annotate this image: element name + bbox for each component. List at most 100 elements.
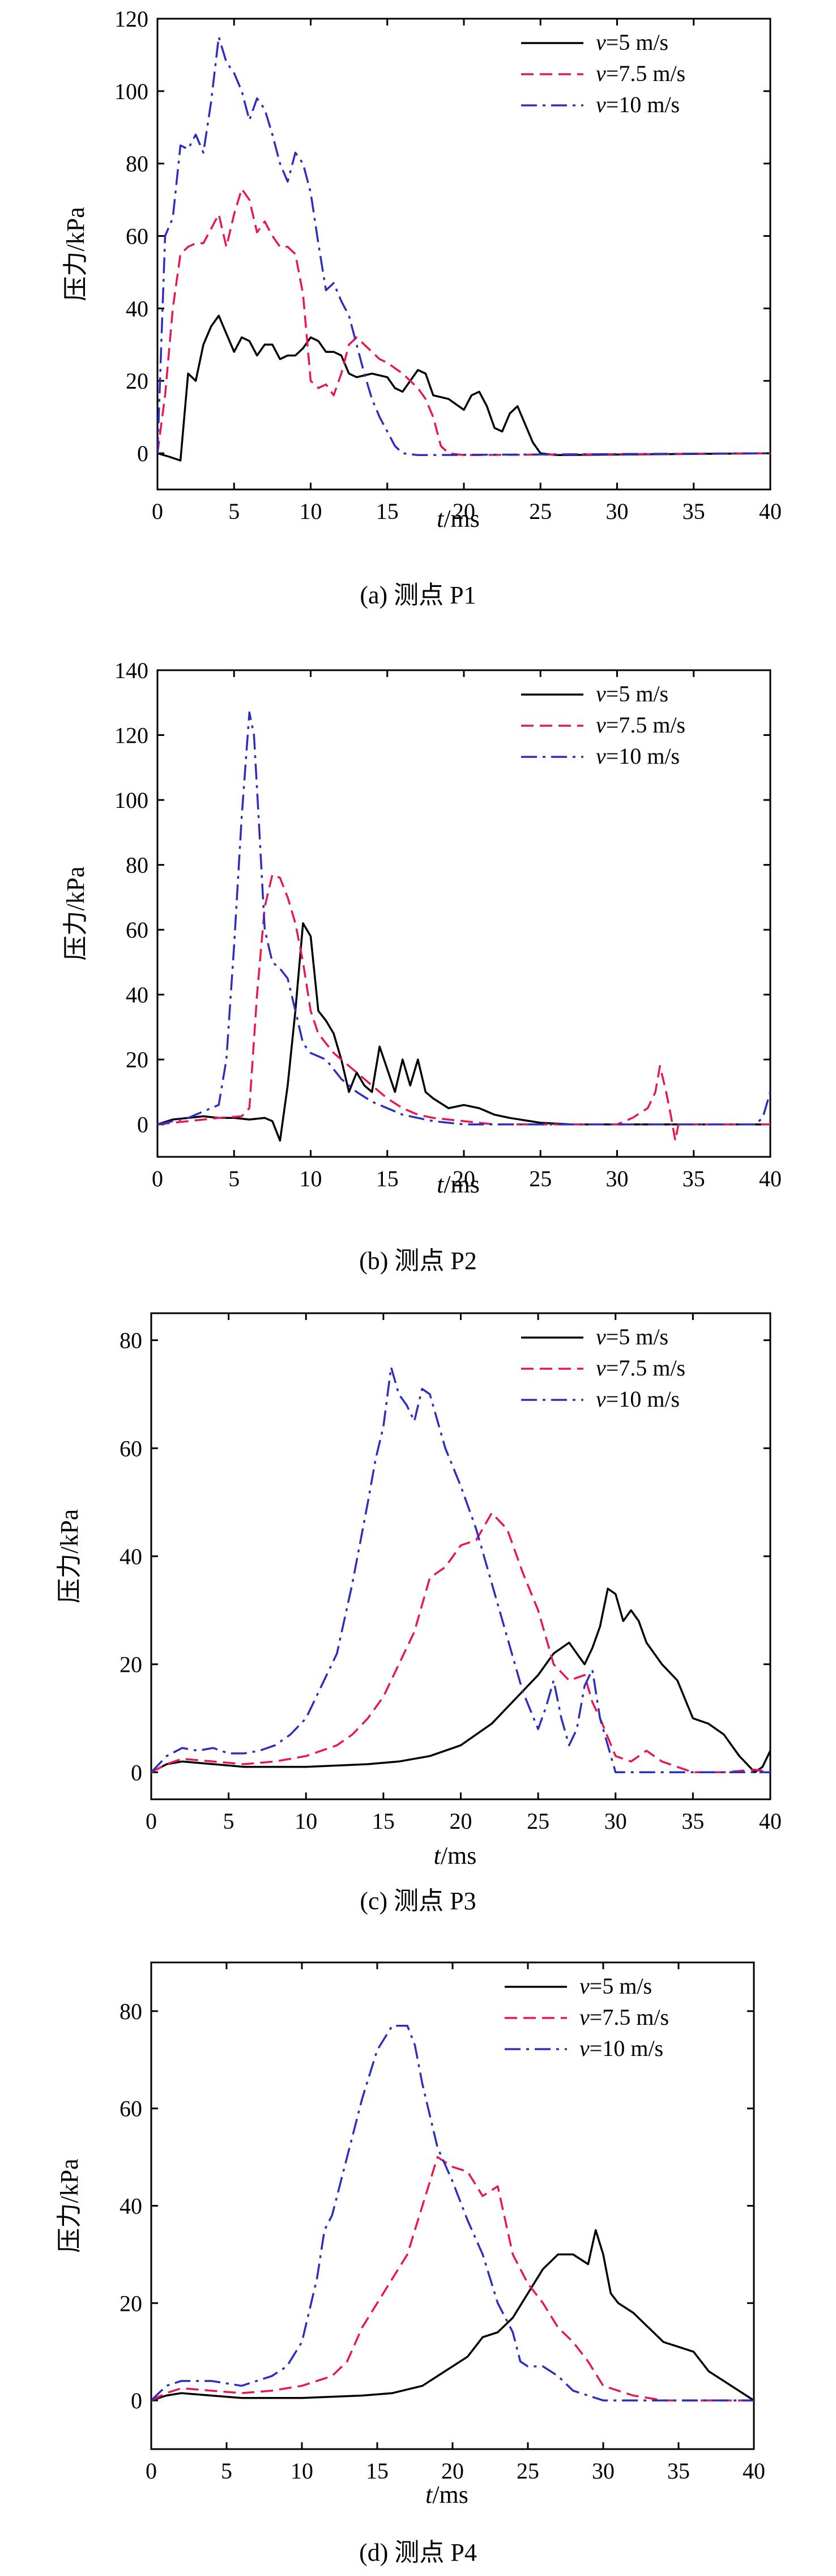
y-tick-label: 0 — [131, 1760, 142, 1785]
series-line-3 — [157, 711, 770, 1126]
x-tick-label: 10 — [300, 1166, 322, 1191]
series-line-3 — [151, 1366, 770, 1774]
y-tick-label: 60 — [126, 917, 148, 943]
x-tick-label: 10 — [295, 1808, 317, 1834]
x-tick-label: 20 — [453, 499, 475, 524]
x-tick-label: 20 — [453, 1166, 475, 1191]
x-tick-label: 0 — [146, 1808, 157, 1834]
x-tick-label: 35 — [683, 1166, 705, 1191]
x-tick-label: 30 — [606, 499, 629, 524]
series-line-1 — [151, 1587, 770, 1774]
x-tick-label: 25 — [517, 2458, 539, 2484]
x-tick-label: 15 — [376, 499, 399, 524]
y-tick-label: 120 — [114, 723, 148, 748]
plot-frame — [156, 18, 771, 491]
series-line-2 — [157, 874, 770, 1142]
x-tick-label: 5 — [223, 1808, 234, 1834]
y-tick-label: 80 — [120, 1328, 142, 1353]
series-line-2 — [157, 188, 770, 457]
x-tick-label: 30 — [592, 2458, 615, 2484]
series-line-1 — [151, 2229, 754, 2402]
legend-entry: v=10 m/s — [579, 2036, 663, 2061]
legend-entry: v=5 m/s — [596, 1324, 668, 1349]
y-tick-label: 120 — [114, 6, 148, 32]
legend-entry: v=7.5 m/s — [596, 712, 685, 738]
y-tick-label: 0 — [137, 441, 148, 466]
x-tick-label: 0 — [146, 2458, 157, 2484]
y-tick-label: 80 — [126, 151, 148, 177]
x-axis-label: t/ms — [437, 1170, 480, 1198]
x-tick-label: 20 — [450, 1808, 472, 1834]
chart-panel-2: 0 5 10 15 20 25 30 35 40 0 20 40 60 80 100 120 140 t/ms 压力… — [62, 658, 782, 1275]
plot-frame — [150, 1961, 755, 2450]
x-tick-label: 15 — [372, 1808, 395, 1834]
x-tick-label: 15 — [366, 2458, 389, 2484]
y-tick-label: 60 — [126, 224, 148, 249]
x-tick-label: 40 — [759, 499, 782, 524]
x-tick-label: 35 — [683, 499, 705, 524]
x-tick-label: 5 — [221, 2458, 232, 2484]
y-tick-label: 60 — [120, 1436, 142, 1461]
series-line-1 — [157, 922, 770, 1142]
x-tick-label: 0 — [152, 499, 163, 524]
y-tick-label: 0 — [131, 2388, 142, 2413]
x-tick-label: 20 — [441, 2458, 464, 2484]
x-tick-label: 40 — [759, 1808, 782, 1834]
series-line-2 — [151, 1511, 770, 1774]
x-tick-label: 10 — [300, 499, 322, 524]
x-tick-label: 25 — [527, 1808, 549, 1834]
panel-caption: (d) 测点 P4 — [359, 2539, 477, 2566]
y-axis-label: 压力/kPa — [62, 866, 89, 960]
y-tick-label: 80 — [126, 853, 148, 878]
x-tick-label: 25 — [529, 1166, 552, 1191]
legend-entry: v=10 m/s — [596, 92, 680, 117]
y-tick-label: 40 — [126, 982, 148, 1008]
panel-caption: (b) 测点 P2 — [359, 1247, 477, 1275]
y-tick-label: 40 — [126, 296, 148, 321]
legend-entry: v=5 m/s — [596, 29, 668, 55]
x-tick-label: 40 — [743, 2458, 765, 2484]
legend-entry: v=7.5 m/s — [596, 61, 685, 86]
x-axis-label: t/ms — [434, 1842, 477, 1870]
y-tick-label: 100 — [114, 79, 148, 104]
legend-entry: v=7.5 m/s — [596, 1355, 685, 1381]
y-tick-label: 20 — [126, 1047, 148, 1072]
series-line-3 — [151, 2024, 754, 2402]
chart-panel-4: 0 5 10 15 20 25 30 35 40 0 20 40 60 80 t/ms 压力/kPa (d) 测… — [56, 1961, 765, 2566]
chart-panel-3: 0 5 10 15 20 25 30 35 40 0 20 40 60 80 t/ms 压力/kPa (c) 测… — [56, 1312, 782, 1915]
x-tick-label: 35 — [681, 1808, 704, 1834]
x-tick-label: 15 — [376, 1166, 399, 1191]
panel-caption: (a) 测点 P1 — [360, 581, 476, 609]
y-tick-label: 60 — [120, 2096, 142, 2122]
x-tick-label: 40 — [759, 1166, 782, 1191]
y-tick-label: 20 — [126, 368, 148, 394]
legend-entry: v=5 m/s — [579, 1973, 652, 1999]
x-tick-label: 30 — [606, 1166, 629, 1191]
legend-entry: v=10 m/s — [596, 1386, 680, 1412]
x-tick-label: 35 — [667, 2458, 690, 2484]
y-axis-label: 压力/kPa — [56, 2158, 83, 2253]
x-tick-label: 5 — [228, 499, 240, 524]
y-axis-label: 压力/kPa — [62, 207, 89, 301]
y-axis-label: 压力/kPa — [56, 1509, 83, 1603]
y-tick-label: 40 — [120, 1544, 142, 1569]
y-tick-label: 80 — [120, 1999, 142, 2024]
y-tick-label: 20 — [120, 2290, 142, 2316]
y-tick-label: 20 — [120, 1652, 142, 1677]
x-axis-label: t/ms — [425, 2481, 468, 2509]
y-tick-label: 100 — [114, 787, 148, 813]
chart-panel-1: 0 5 10 15 20 25 30 35 40 0 20 40 60 80 100 120 t/ms 压力/kP… — [62, 6, 782, 609]
y-tick-label: 0 — [137, 1112, 148, 1138]
x-tick-label: 5 — [228, 1166, 240, 1191]
x-tick-label: 25 — [529, 499, 552, 524]
y-tick-label: 40 — [120, 2194, 142, 2219]
x-axis-label: t/ms — [437, 505, 480, 533]
y-tick-label: 140 — [114, 658, 148, 683]
series-line-2 — [151, 2156, 754, 2402]
series-line-1 — [157, 314, 770, 462]
x-tick-label: 10 — [291, 2458, 313, 2484]
legend-entry: v=10 m/s — [596, 743, 680, 769]
series-line-3 — [157, 36, 770, 457]
legend-entry: v=5 m/s — [596, 681, 668, 706]
